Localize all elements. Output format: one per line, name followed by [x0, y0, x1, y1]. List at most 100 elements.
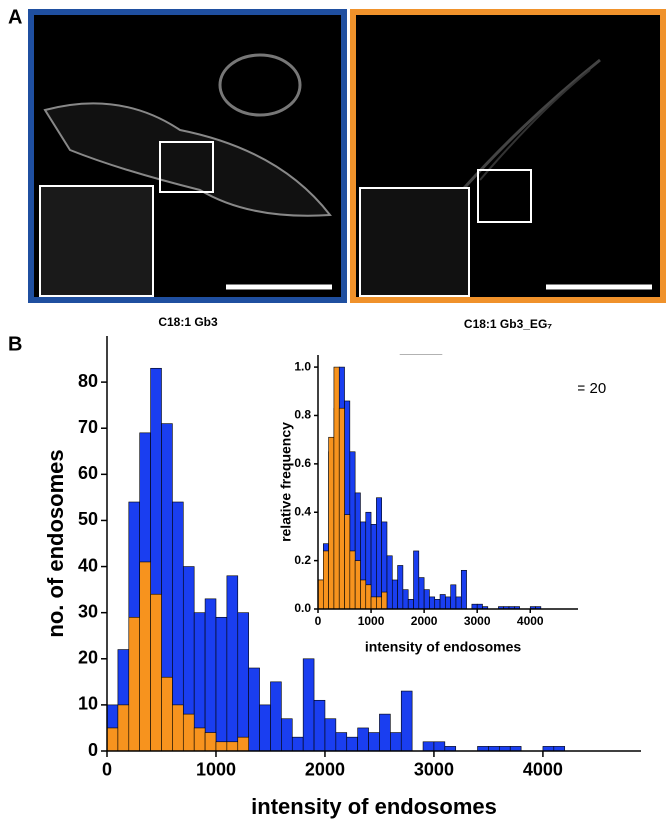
- y-axis-title: no. of endosomes: [43, 449, 68, 637]
- histogram-bar: [386, 555, 393, 610]
- y-axis-title: relative frequency: [278, 422, 294, 542]
- histogram-bar: [397, 565, 404, 610]
- histogram-bar: [215, 741, 228, 752]
- histogram-bar: [313, 699, 326, 752]
- histogram-bar: [349, 550, 356, 610]
- x-tick-label: 2000: [411, 614, 438, 628]
- histogram-bar: [429, 596, 436, 610]
- histogram-bar: [150, 593, 162, 752]
- x-tick-label: 0: [102, 759, 112, 779]
- histogram-bar: [346, 736, 358, 752]
- histogram-bar: [281, 718, 293, 752]
- histogram-bar: [381, 591, 388, 610]
- histogram-bar: [226, 741, 239, 752]
- histogram-bar: [365, 584, 372, 610]
- histogram-bar: [338, 407, 345, 610]
- x-axis-title: intensity of endosomes: [365, 639, 522, 655]
- y-tick-label: 0.8: [294, 408, 311, 422]
- x-tick-label: 0: [315, 614, 322, 628]
- y-tick-label: 0.2: [294, 553, 311, 567]
- micrograph: [28, 9, 347, 303]
- histogram-bar: [291, 736, 304, 752]
- y-tick-label: 80: [78, 371, 98, 391]
- y-tick-label: 0.4: [294, 504, 311, 518]
- histogram-bar: [226, 575, 239, 752]
- histogram-bar: [193, 727, 206, 752]
- histogram-bar: [317, 579, 324, 610]
- histogram-bar: [117, 704, 130, 752]
- histogram-bar: [182, 713, 195, 752]
- histogram-bar: [379, 713, 391, 752]
- y-tick-label: 0: [88, 740, 98, 760]
- y-tick-label: 10: [78, 694, 98, 714]
- histogram-bar: [376, 497, 382, 610]
- histogram-bar: [323, 550, 329, 610]
- histogram-bar: [237, 736, 249, 752]
- histogram-bar: [370, 524, 377, 610]
- histogram-bar: [161, 676, 173, 752]
- histogram-bar: [354, 560, 361, 610]
- histogram-bar: [259, 704, 271, 752]
- y-tick-label: 1.0: [294, 359, 311, 373]
- histogram-bar: [335, 732, 348, 752]
- y-tick-label: 30: [78, 601, 98, 621]
- x-tick-label: 3000: [414, 759, 454, 779]
- y-tick-label: 60: [78, 463, 98, 483]
- histogram-bar: [248, 667, 260, 752]
- y-tick-label: 50: [78, 509, 98, 529]
- histogram-bar: [433, 741, 446, 752]
- histogram-bar: [204, 598, 217, 752]
- histogram-bar: [423, 589, 430, 610]
- histogram-bar: [400, 690, 413, 752]
- histogram-bar: [418, 577, 425, 610]
- histogram-bar: [344, 514, 351, 610]
- histogram-bar: [434, 599, 441, 610]
- histogram-bar: [455, 596, 462, 610]
- x-tick-label: 4000: [523, 759, 563, 779]
- histogram-bar: [204, 732, 217, 752]
- histogram-bar: [439, 594, 446, 610]
- y-tick-label: 40: [78, 555, 98, 575]
- panel-label: A: [8, 6, 22, 28]
- histogram-bar: [328, 436, 335, 610]
- panel-label: B: [8, 333, 22, 355]
- histogram-bar: [450, 584, 457, 610]
- y-tick-label: 20: [78, 648, 98, 668]
- y-tick-label: 70: [78, 417, 98, 437]
- y-tick-label: 0.0: [294, 601, 311, 615]
- histogram-bar: [270, 681, 282, 752]
- micrograph: [350, 9, 666, 303]
- histogram-bar: [445, 596, 451, 610]
- histogram-bar: [302, 658, 315, 752]
- histogram-bar: [215, 616, 228, 752]
- histogram-bar: [460, 569, 467, 610]
- x-tick-label: 3000: [464, 614, 491, 628]
- histogram-bar: [106, 727, 119, 752]
- histogram-bar: [172, 704, 184, 752]
- histogram-bar: [370, 596, 377, 610]
- histogram-bar: [376, 596, 382, 610]
- image-caption: C18:1 Gb3: [158, 315, 218, 329]
- histogram-bar: [390, 732, 402, 752]
- histogram-bar: [391, 579, 398, 610]
- histogram-bar: [360, 579, 367, 610]
- x-tick-label: 1000: [358, 614, 385, 628]
- histogram-bar: [357, 727, 369, 752]
- histogram-bar: [413, 550, 420, 610]
- histogram-bar: [407, 599, 414, 610]
- histogram-bar: [422, 741, 435, 752]
- histogram-bar: [324, 718, 337, 752]
- histogram-bar: [333, 366, 340, 610]
- y-tick-label: 0.6: [294, 456, 311, 470]
- x-axis-title: intensity of endosomes: [251, 794, 497, 819]
- x-tick-label: 2000: [305, 759, 345, 779]
- x-tick-label: 1000: [196, 759, 236, 779]
- histogram-bar: [128, 616, 140, 752]
- histogram-bar: [402, 589, 409, 610]
- x-tick-label: 4000: [517, 614, 544, 628]
- image-caption: C18:1 Gb3_EG₇: [464, 317, 552, 331]
- histogram-bar: [237, 612, 249, 752]
- histogram-bar: [368, 732, 380, 752]
- histogram-bar: [139, 561, 151, 752]
